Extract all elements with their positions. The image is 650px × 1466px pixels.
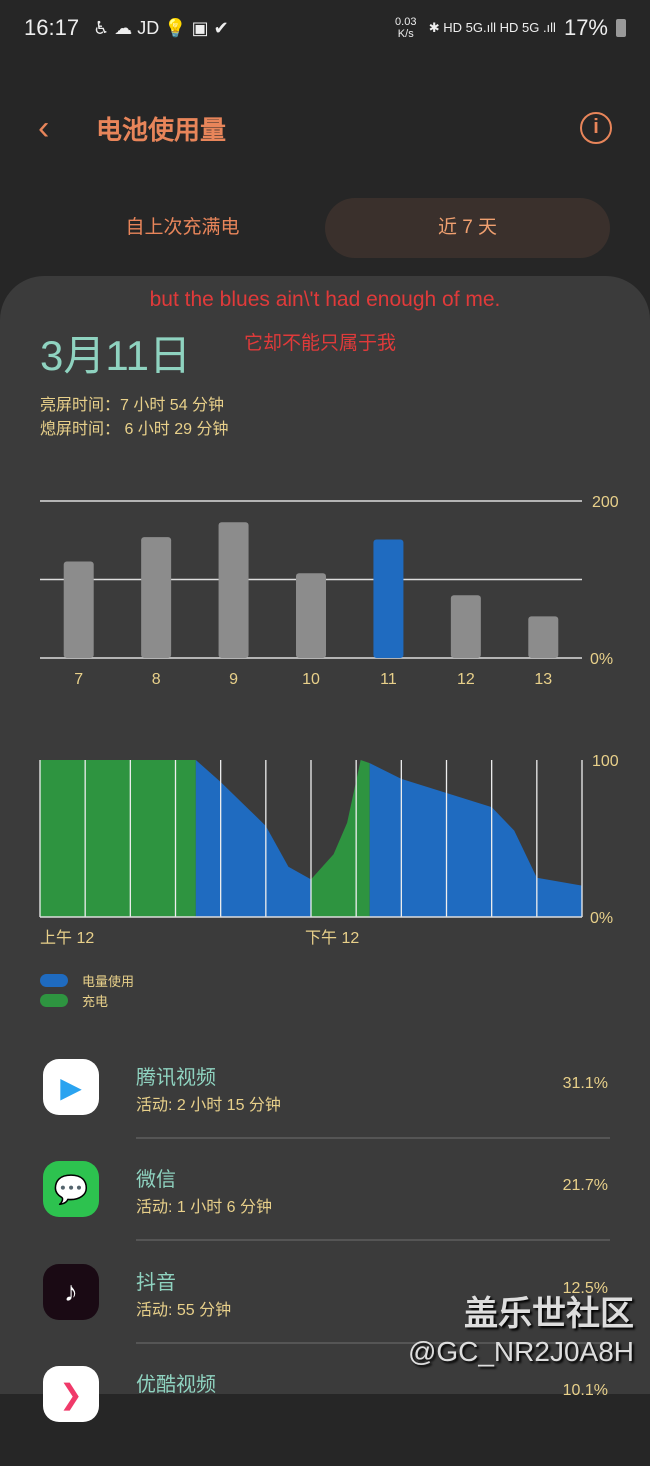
x-tick-label: 下午 12	[305, 929, 359, 947]
page-title: 电池使用量	[96, 114, 227, 145]
charging-area	[311, 760, 370, 917]
tab-last-7-days[interactable]: 近 7 天	[325, 198, 610, 258]
charging-area	[40, 760, 196, 917]
app-activity: 活动: 55 分钟	[136, 1302, 232, 1319]
selected-date: 3月11日	[40, 332, 191, 379]
bar-10	[296, 573, 326, 658]
app-name: 抖音	[136, 1272, 176, 1294]
notification-icons: ♿ ☁ JD 💡 ▣ ✔	[93, 17, 229, 38]
info-icon[interactable]: i	[580, 112, 612, 144]
back-button[interactable]: ‹	[38, 108, 50, 147]
daily-usage-bar-chart[interactable]: 200 0% 7 8 9 10 11 12 13	[0, 480, 650, 700]
legend-charging-swatch	[40, 994, 68, 1007]
app-name: 微信	[136, 1169, 176, 1191]
screen-off-time: 熄屏时间： 6 小时 29 分钟	[40, 421, 229, 438]
bar-7	[63, 561, 94, 658]
bar-11	[373, 539, 404, 658]
status-bar: 16:17 ♿ ☁ JD 💡 ▣ ✔ 0.03 K/s ✱ HD 5G.ıll …	[0, 0, 650, 56]
watermark-title: 盖乐世社区	[464, 1295, 634, 1333]
app-activity: 活动: 1 小时 6 分钟	[136, 1199, 273, 1216]
app-activity: 活动: 2 小时 15 分钟	[136, 1097, 281, 1114]
usage-area	[369, 763, 582, 917]
app-row-douyin[interactable]: ♪ 抖音 活动: 55 分钟 12.5%	[0, 1264, 650, 1364]
bar-12	[450, 595, 481, 658]
bar-13	[528, 616, 559, 658]
net-speed: 0.03 K/s	[395, 16, 417, 40]
app-percent: 31.1%	[562, 1075, 608, 1092]
app-row-tencent-video[interactable]: ▶ 腾讯视频 活动: 2 小时 15 分钟 31.1%	[0, 1059, 650, 1159]
signal-icons: ✱ HD 5G.ıll HD 5G .ıll	[428, 20, 556, 35]
legend-usage: 电量使用	[82, 974, 135, 989]
y-tick-label: 200	[592, 494, 619, 511]
screen-on-time: 亮屏时间：7 小时 54 分钟	[40, 397, 225, 414]
x-tick-label: 7	[74, 671, 83, 688]
bar-8	[141, 537, 172, 658]
divider	[136, 1137, 610, 1139]
legend-charging: 充电	[82, 994, 109, 1009]
x-tick-label: 12	[457, 671, 475, 688]
divider	[136, 1342, 610, 1344]
douyin-icon: ♪	[43, 1264, 99, 1320]
app-row-wechat[interactable]: 💬 微信 活动: 1 小时 6 分钟 21.7%	[0, 1161, 650, 1261]
battery-level-chart: 100 0% 上午 12 下午 12	[39, 753, 619, 947]
app-percent: 21.7%	[562, 1177, 608, 1194]
lyric-overlay-translation: 它却不能只属于我	[244, 333, 397, 354]
battery-icon	[616, 19, 626, 37]
x-tick-label: 11	[380, 671, 397, 688]
lyric-overlay: but the blues ain\'t had enough of me.	[149, 288, 501, 311]
x-tick-label: 9	[229, 671, 238, 688]
wechat-icon: 💬	[43, 1161, 99, 1217]
clock: 16:17	[24, 15, 80, 40]
x-tick-label: 10	[302, 671, 320, 688]
x-tick-label: 上午 12	[40, 929, 94, 947]
bar-9	[218, 522, 249, 658]
legend-usage-swatch	[40, 974, 68, 987]
app-row-youku[interactable]: ❯ 优酷视频 10.1%	[0, 1366, 650, 1466]
app-percent: 12.5%	[562, 1280, 608, 1297]
y-tick-label: 100	[592, 753, 619, 770]
y-tick-label: 0%	[590, 910, 613, 927]
usage-area	[195, 760, 311, 917]
battery-level: 17%	[563, 15, 608, 40]
app-name: 优酷视频	[136, 1374, 216, 1396]
divider	[136, 1239, 610, 1241]
app-name: 腾讯视频	[136, 1067, 216, 1089]
y-tick-label: 0%	[590, 651, 613, 668]
tab-since-full-charge[interactable]: 自上次充满电	[125, 217, 240, 238]
watermark-handle: @GC_NR2J0A8H	[407, 1336, 634, 1367]
x-tick-label: 8	[152, 671, 161, 688]
tencent-video-icon: ▶	[43, 1059, 99, 1115]
x-tick-label: 13	[534, 671, 552, 688]
app-percent: 10.1%	[562, 1382, 608, 1399]
youku-icon: ❯	[43, 1366, 99, 1422]
